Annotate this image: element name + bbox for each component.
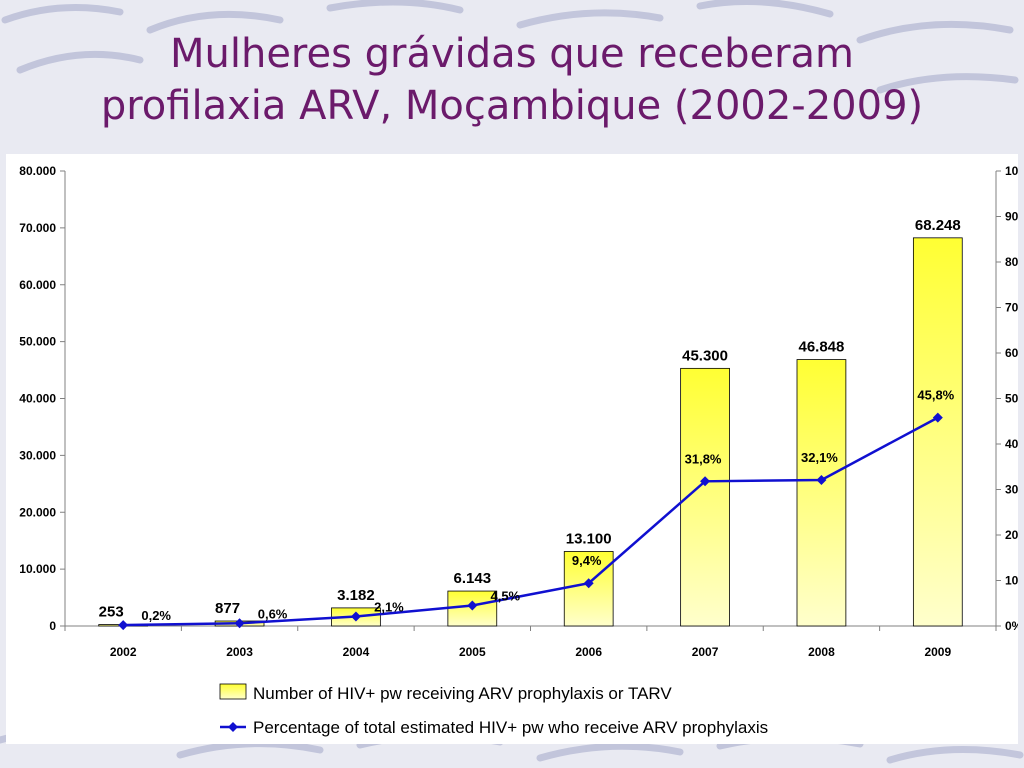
x-tick-label: 2003 bbox=[226, 645, 253, 659]
percentage-label: 32,1% bbox=[801, 450, 838, 465]
percentage-line bbox=[123, 416, 939, 627]
legend-bar-label: Number of HIV+ pw receiving ARV prophyla… bbox=[253, 684, 672, 703]
y-left-tick-label: 80.000 bbox=[19, 164, 56, 178]
bar bbox=[796, 359, 847, 627]
legend-bar-swatch bbox=[219, 683, 247, 700]
line-series bbox=[118, 412, 943, 631]
percentage-label: 4,5% bbox=[490, 589, 520, 604]
line-marker bbox=[467, 600, 478, 611]
percentage-label: 0,6% bbox=[258, 606, 288, 621]
y-left-tick-label: 40.000 bbox=[19, 392, 56, 406]
x-tick-label: 2002 bbox=[110, 645, 137, 659]
y-right-tick-label: 10% bbox=[1005, 574, 1018, 588]
percentage-label: 31,8% bbox=[685, 451, 722, 466]
y-right-tick-label: 70% bbox=[1005, 301, 1018, 315]
bar-value-label: 46.848 bbox=[798, 339, 844, 356]
legend: Number of HIV+ pw receiving ARV prophyla… bbox=[219, 683, 768, 737]
bar-value-label: 45.300 bbox=[682, 347, 728, 364]
line-marker bbox=[816, 474, 827, 485]
y-right-tick-label: 30% bbox=[1005, 483, 1018, 497]
x-tick-label: 2009 bbox=[924, 645, 951, 659]
x-tick-label: 2006 bbox=[575, 645, 602, 659]
line-marker bbox=[932, 412, 943, 423]
axes: 0 10.000 20.000 30.000 40.000 50.000 60.000 70.… bbox=[19, 164, 1018, 659]
x-tick-label: 2004 bbox=[343, 645, 370, 659]
bar-value-label: 253 bbox=[99, 604, 124, 621]
x-tick-label: 2007 bbox=[692, 645, 719, 659]
y-left-tick-label: 0 bbox=[49, 619, 56, 633]
bar-value-label: 877 bbox=[215, 600, 240, 617]
legend-line-marker bbox=[228, 722, 238, 732]
line-marker bbox=[234, 618, 245, 629]
percentage-label: 2,1% bbox=[374, 599, 404, 614]
bar-value-label: 68.248 bbox=[915, 217, 961, 234]
y-right-tick-label: 50% bbox=[1005, 392, 1018, 406]
combo-chart: 0 10.000 20.000 30.000 40.000 50.000 60.000 70.… bbox=[19, 164, 1018, 737]
data-labels: 253 877 3.182 6.143 13.100 45.300 46.848 68.248… bbox=[99, 217, 961, 623]
y-right-tick-label: 60% bbox=[1005, 346, 1018, 360]
line-marker bbox=[583, 578, 594, 589]
y-left-tick-label: 20.000 bbox=[19, 505, 56, 519]
line-marker bbox=[118, 620, 129, 631]
bar bbox=[563, 551, 614, 627]
y-left-tick-label: 50.000 bbox=[19, 335, 56, 349]
bar-value-label: 3.182 bbox=[337, 587, 375, 604]
slide-title-line-1: Mulheres grávidas que receberam bbox=[169, 31, 855, 77]
y-right-tick-label: 80% bbox=[1005, 255, 1018, 269]
bar-series bbox=[98, 237, 963, 627]
legend-line-label: Percentage of total estimated HIV+ pw wh… bbox=[253, 718, 768, 737]
y-right-tick-label: 90% bbox=[1005, 210, 1018, 224]
percentage-label: 45,8% bbox=[917, 388, 954, 403]
slide-title: Mulheres grávidas que receberam profilax… bbox=[0, 28, 1024, 132]
y-right-tick-label: 20% bbox=[1005, 528, 1018, 542]
bar-value-label: 6.143 bbox=[454, 570, 492, 587]
y-right-tick-label: 0% bbox=[1005, 619, 1018, 633]
line-marker bbox=[350, 611, 361, 622]
y-left-tick-label: 60.000 bbox=[19, 278, 56, 292]
bar-value-label: 13.100 bbox=[566, 530, 612, 547]
y-right-tick-label: 40% bbox=[1005, 437, 1018, 451]
y-left-tick-label: 70.000 bbox=[19, 221, 56, 235]
x-tick-label: 2005 bbox=[459, 645, 486, 659]
x-tick-label: 2008 bbox=[808, 645, 835, 659]
y-right-tick-label: 100% bbox=[1005, 164, 1018, 178]
y-left-tick-label: 10.000 bbox=[19, 562, 56, 576]
slide-title-line-2: profilaxia ARV, Moçambique (2002-2009) bbox=[100, 83, 924, 129]
percentage-label: 9,4% bbox=[572, 553, 602, 568]
chart-panel: 0 10.000 20.000 30.000 40.000 50.000 60.000 70.… bbox=[6, 154, 1018, 744]
bar bbox=[912, 237, 963, 627]
line-marker bbox=[700, 476, 711, 487]
y-left-tick-label: 30.000 bbox=[19, 448, 56, 462]
percentage-label: 0,2% bbox=[141, 608, 171, 623]
